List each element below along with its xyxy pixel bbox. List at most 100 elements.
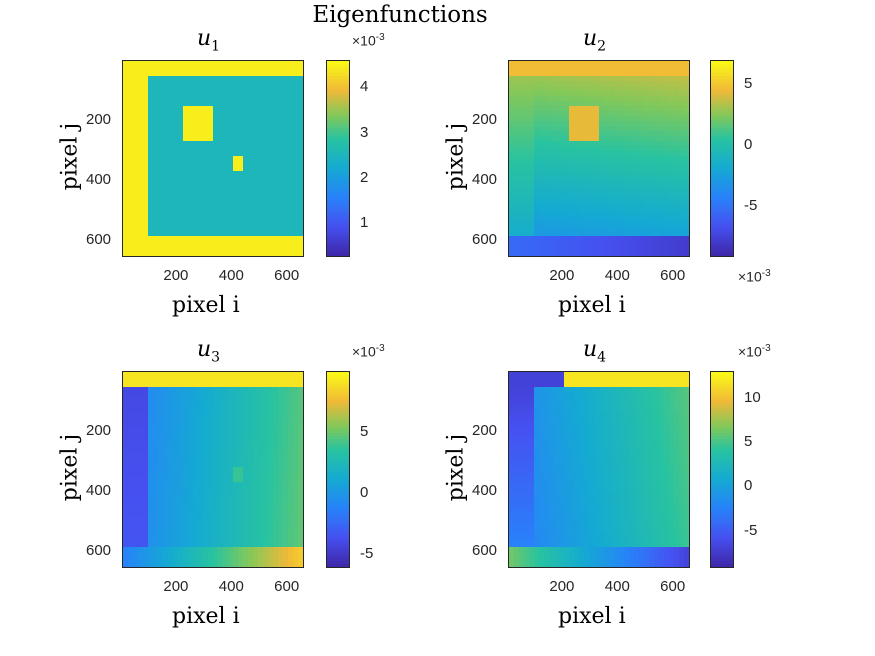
heatmap-cell	[624, 427, 630, 433]
heatmap-cell	[634, 417, 640, 423]
heatmap-cell	[273, 86, 279, 92]
heatmap-cell	[193, 176, 199, 182]
heatmap-cell	[574, 171, 580, 177]
heatmap-cell	[273, 437, 279, 443]
heatmap-cell	[268, 126, 274, 132]
heatmap-cell	[589, 241, 595, 247]
heatmap-cell	[559, 407, 565, 413]
heatmap-cell	[183, 226, 189, 232]
heatmap-cell	[509, 131, 515, 137]
heatmap-cell	[614, 372, 620, 378]
heatmap-cell	[293, 512, 299, 518]
heatmap-cell	[188, 507, 194, 513]
heatmap-cell	[168, 387, 174, 393]
heatmap-cell	[188, 542, 194, 548]
heatmap-cell	[228, 542, 234, 548]
heatmap-cell	[123, 61, 129, 67]
heatmap-cell	[579, 236, 585, 242]
heatmap-cell	[213, 537, 219, 543]
heatmap-cell	[298, 467, 303, 473]
heatmap-cell	[228, 161, 234, 167]
heatmap-cell	[624, 186, 630, 192]
heatmap-cell	[128, 241, 134, 247]
heatmap-cell	[298, 96, 303, 102]
heatmap-cell	[178, 472, 184, 478]
heatmap-cell	[173, 562, 179, 567]
heatmap-cell	[188, 532, 194, 538]
heatmap-cell	[644, 427, 650, 433]
heatmap-cell	[138, 76, 144, 82]
heatmap-cell	[529, 422, 535, 428]
heatmap-cell	[654, 121, 660, 127]
heatmap-cell	[173, 226, 179, 232]
heatmap-cell	[594, 241, 600, 247]
heatmap-cell	[559, 71, 565, 77]
heatmap-cell	[243, 467, 249, 473]
heatmap-cell	[148, 131, 154, 137]
heatmap-cell	[664, 241, 670, 247]
heatmap-cell	[293, 76, 299, 82]
heatmap-cell	[238, 392, 244, 398]
heatmap-cell	[268, 151, 274, 157]
heatmap-cell	[218, 161, 224, 167]
heatmap-cell	[158, 191, 164, 197]
heatmap-cell	[654, 397, 660, 403]
heatmap-cell	[283, 387, 289, 393]
heatmap-cell	[193, 96, 199, 102]
heatmap-cell	[293, 552, 299, 558]
heatmap-cell	[148, 517, 154, 523]
heatmap-cell	[664, 146, 670, 152]
heatmap-cell	[203, 151, 209, 157]
heatmap-cell	[153, 116, 159, 122]
heatmap-cell	[228, 547, 234, 553]
heatmap-cell	[193, 377, 199, 383]
heatmap-cell	[288, 216, 294, 222]
heatmap-cell	[188, 492, 194, 498]
heatmap-cell	[233, 527, 239, 533]
colorbar-step	[327, 551, 349, 556]
heatmap-cell	[178, 477, 184, 483]
figure-title: Eigenfunctions	[312, 2, 488, 28]
heatmap-cell	[288, 141, 294, 147]
heatmap-cell	[183, 171, 189, 177]
heatmap-cell	[644, 422, 650, 428]
heatmap-cell	[278, 251, 284, 256]
heatmap-cell	[203, 141, 209, 147]
colorbar-step	[327, 484, 349, 489]
heatmap-cell	[574, 66, 580, 72]
heatmap-cell	[153, 492, 159, 498]
heatmap-cell	[143, 156, 149, 162]
heatmap-cell	[634, 392, 640, 398]
heatmap-cell	[193, 61, 199, 67]
heatmap-cell	[133, 487, 139, 493]
heatmap-cell	[619, 141, 625, 147]
heatmap-cell	[624, 246, 630, 252]
heatmap-cell	[594, 76, 600, 82]
heatmap-cell	[223, 477, 229, 483]
heatmap-cell	[554, 91, 560, 97]
heatmap-cell	[619, 126, 625, 132]
heatmap-cell	[554, 61, 560, 67]
heatmap-cell	[228, 101, 234, 107]
heatmap-cell	[293, 226, 299, 232]
heatmap-cell	[138, 131, 144, 137]
heatmap-cell	[198, 111, 204, 117]
heatmap-cell	[509, 412, 515, 418]
heatmap-cell	[544, 372, 550, 378]
heatmap-cell	[664, 246, 670, 252]
heatmap-cell	[298, 101, 303, 107]
heatmap-cell	[619, 422, 625, 428]
heatmap-cell	[604, 412, 610, 418]
heatmap-cell	[218, 196, 224, 202]
heatmap-cell	[123, 452, 129, 458]
heatmap-cell	[574, 226, 580, 232]
heatmap-cell	[669, 181, 675, 187]
heatmap-cell	[629, 407, 635, 413]
heatmap-cell	[163, 246, 169, 252]
heatmap-cell	[278, 66, 284, 72]
colorbar-step	[711, 100, 733, 105]
heatmap-cell	[559, 81, 565, 87]
heatmap-cell	[614, 422, 620, 428]
heatmap-cell	[248, 216, 254, 222]
heatmap-cell	[138, 372, 144, 378]
